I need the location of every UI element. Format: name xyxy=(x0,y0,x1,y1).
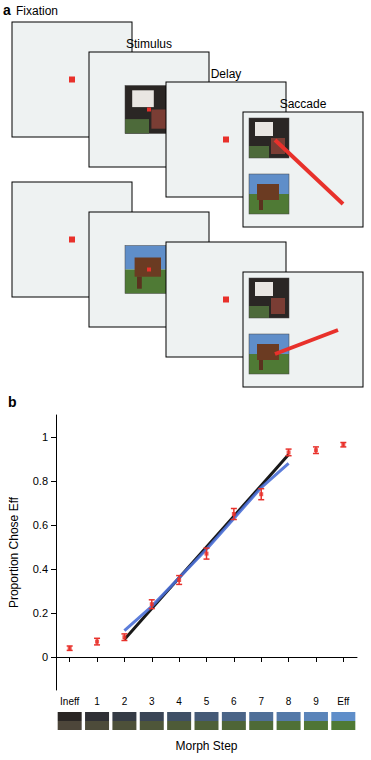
svg-text:0.6: 0.6 xyxy=(33,519,48,531)
svg-text:Proportion Chose Eff: Proportion Chose Eff xyxy=(7,496,21,608)
svg-text:Delay: Delay xyxy=(211,67,242,81)
svg-text:0.4: 0.4 xyxy=(33,563,48,575)
svg-text:Ineff: Ineff xyxy=(60,696,79,707)
svg-text:a: a xyxy=(3,2,11,18)
svg-text:0: 0 xyxy=(42,651,48,663)
svg-text:Stimulus: Stimulus xyxy=(126,37,172,51)
svg-text:3: 3 xyxy=(149,696,155,707)
svg-text:4: 4 xyxy=(176,696,182,707)
svg-text:9: 9 xyxy=(313,696,319,707)
svg-text:0.8: 0.8 xyxy=(33,475,48,487)
svg-text:Fixation: Fixation xyxy=(16,4,58,18)
svg-text:5: 5 xyxy=(204,696,210,707)
svg-text:0.2: 0.2 xyxy=(33,607,48,619)
svg-text:7: 7 xyxy=(258,696,264,707)
svg-text:Saccade: Saccade xyxy=(280,97,327,111)
svg-text:1: 1 xyxy=(94,696,100,707)
svg-text:6: 6 xyxy=(231,696,237,707)
svg-text:Eff: Eff xyxy=(337,696,349,707)
svg-text:2: 2 xyxy=(122,696,128,707)
svg-text:b: b xyxy=(8,394,17,410)
svg-text:Morph Step: Morph Step xyxy=(175,739,237,753)
svg-text:1: 1 xyxy=(42,431,48,443)
svg-text:8: 8 xyxy=(286,696,292,707)
